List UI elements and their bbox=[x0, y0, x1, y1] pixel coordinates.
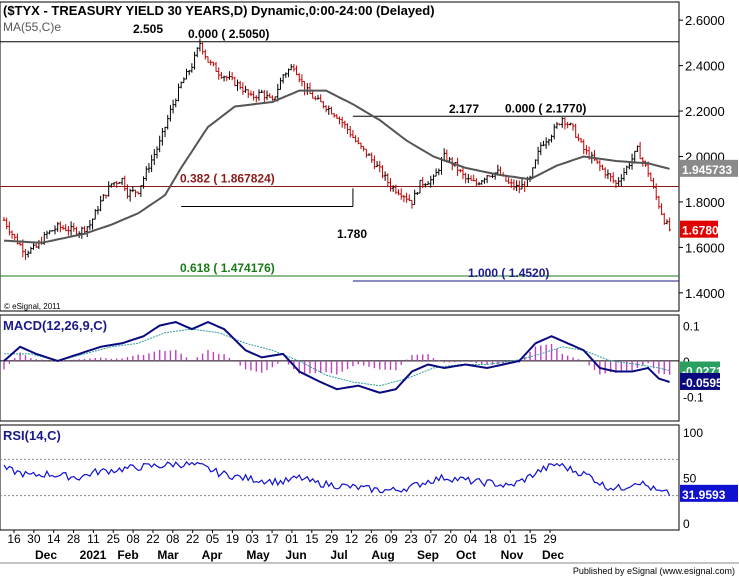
low-label: 1.780 bbox=[337, 227, 367, 241]
x-date-label: 03 bbox=[246, 532, 260, 546]
x-date-label: 15 bbox=[305, 532, 319, 546]
rsi-tick-label: 0 bbox=[683, 517, 690, 531]
axes: 2.60002.40002.20002.00001.80001.60001.40… bbox=[7, 13, 738, 562]
x-date-label: 05 bbox=[206, 532, 220, 546]
ma55-line bbox=[3, 89, 670, 244]
fib-label: 0.382 ( 1.867824) bbox=[180, 172, 275, 186]
x-month-label: Dec bbox=[35, 548, 57, 562]
x-date-label: 20 bbox=[444, 532, 458, 546]
x-date-label: 04 bbox=[464, 532, 478, 546]
macd-title: MACD(12,26,9,C) bbox=[3, 318, 107, 333]
ma-value-badge-bg bbox=[680, 159, 738, 177]
last-price-badge: 1.6780 bbox=[682, 224, 719, 238]
chart-labels: 0.000 ( 2.5050) 0.000 ( 2.1770) 0.382 ( 1.… bbox=[3, 3, 586, 443]
x-date-label: 18 bbox=[484, 532, 498, 546]
x-date-label: 11 bbox=[87, 532, 100, 546]
rsi-panel-frame bbox=[0, 424, 680, 531]
x-month-label: Apr bbox=[202, 548, 223, 562]
x-date-label: 01 bbox=[504, 532, 518, 546]
fib-label: 0.000 ( 2.1770) bbox=[505, 101, 586, 115]
x-date-label: 30 bbox=[27, 532, 41, 546]
rsi-tick-label: 100 bbox=[683, 426, 703, 440]
rsi-value-badge-bg bbox=[680, 484, 738, 502]
x-date-label: 25 bbox=[107, 532, 121, 546]
high2-label: 2.177 bbox=[449, 102, 479, 116]
x-date-label: 22 bbox=[186, 532, 200, 546]
rsi-value-badge: 31.9593 bbox=[682, 488, 726, 502]
x-date-label: 29 bbox=[325, 532, 339, 546]
price-panel-frame bbox=[0, 1, 680, 312]
x-date-label: 09 bbox=[385, 532, 399, 546]
panel-frames bbox=[0, 1, 739, 564]
ma-value-badge: 1.945733 bbox=[682, 163, 732, 177]
price-tick-label: 1.6000 bbox=[685, 240, 725, 255]
copyright-text: © eSignal, 2011 bbox=[4, 302, 61, 311]
rsi-tick-label: 50 bbox=[683, 472, 697, 486]
x-month-label: Oct bbox=[456, 548, 476, 562]
x-date-label: 23 bbox=[404, 532, 418, 546]
candles bbox=[2, 38, 671, 260]
rsi-line bbox=[3, 460, 671, 496]
x-date-label: 17 bbox=[265, 532, 279, 546]
macd-signal-line bbox=[4, 328, 670, 387]
fib-lines bbox=[0, 41, 679, 282]
x-date-label: 26 bbox=[365, 532, 379, 546]
x-date-label: 12 bbox=[345, 532, 359, 546]
x-date-label: 08 bbox=[166, 532, 180, 546]
macd-line bbox=[3, 321, 670, 394]
ma-legend: MA(55,C)e bbox=[3, 20, 61, 34]
macd-panel-frame bbox=[0, 314, 680, 422]
x-month-label: Sep bbox=[417, 548, 439, 562]
x-date-label: 07 bbox=[424, 532, 438, 546]
x-month-label: Nov bbox=[501, 548, 524, 562]
x-date-label: 08 bbox=[126, 532, 140, 546]
x-date-label: 29 bbox=[543, 532, 557, 546]
high-label: 2.505 bbox=[133, 22, 163, 36]
signal-value-badge-bg bbox=[680, 372, 720, 390]
x-month-label: Feb bbox=[117, 548, 138, 562]
ma-line bbox=[3, 89, 670, 244]
x-month-label: Dec bbox=[542, 548, 564, 562]
x-date-label: 16 bbox=[7, 532, 21, 546]
x-month-label: Jun bbox=[285, 548, 306, 562]
fib-label: 0.000 ( 2.5050) bbox=[188, 27, 269, 41]
rsi-title: RSI(14,C) bbox=[3, 428, 61, 443]
macd-lines bbox=[3, 321, 670, 394]
x-month-label: 2021 bbox=[80, 548, 107, 562]
grid-lines bbox=[0, 360, 679, 497]
rsi-line-path bbox=[3, 460, 671, 496]
fib-label: 0.618 ( 1.474176) bbox=[180, 261, 275, 275]
credit-text: Published by eSignal (www.esignal.com) bbox=[572, 566, 735, 576]
signal-value-badge: -0.0595 bbox=[682, 376, 723, 390]
x-month-label: Aug bbox=[371, 548, 394, 562]
price-tick-label: 2.2000 bbox=[685, 104, 725, 119]
chart-title: ($TYX - TREASURY YIELD 30 YEARS,D) Dynam… bbox=[3, 3, 435, 18]
x-date-label: 15 bbox=[523, 532, 537, 546]
price-tick-label: 2.4000 bbox=[685, 59, 725, 74]
price-tick-label: 1.4000 bbox=[685, 286, 725, 301]
x-month-label: Mar bbox=[157, 548, 179, 562]
fib-label: 1.000 ( 1.4520) bbox=[468, 266, 549, 280]
x-date-label: 01 bbox=[285, 532, 299, 546]
macd-histogram bbox=[3, 343, 671, 375]
price-tick-label: 2.6000 bbox=[685, 13, 725, 28]
macd-tick-label: 0.1 bbox=[683, 320, 700, 334]
price-tick-label: 1.8000 bbox=[685, 195, 725, 210]
x-month-label: May bbox=[246, 548, 270, 562]
x-date-label: 14 bbox=[47, 532, 61, 546]
x-date-label: 19 bbox=[226, 532, 240, 546]
x-month-label: Jul bbox=[330, 548, 347, 562]
macd-tick-label: -0.1 bbox=[683, 390, 704, 404]
x-date-label: 28 bbox=[67, 532, 81, 546]
last-price-badge-bg bbox=[680, 220, 718, 238]
x-date-label: 22 bbox=[146, 532, 160, 546]
